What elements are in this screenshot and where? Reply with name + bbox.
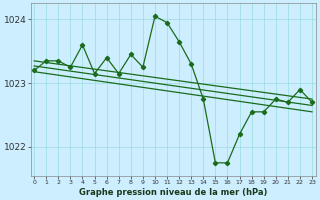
X-axis label: Graphe pression niveau de la mer (hPa): Graphe pression niveau de la mer (hPa) [79,188,267,197]
